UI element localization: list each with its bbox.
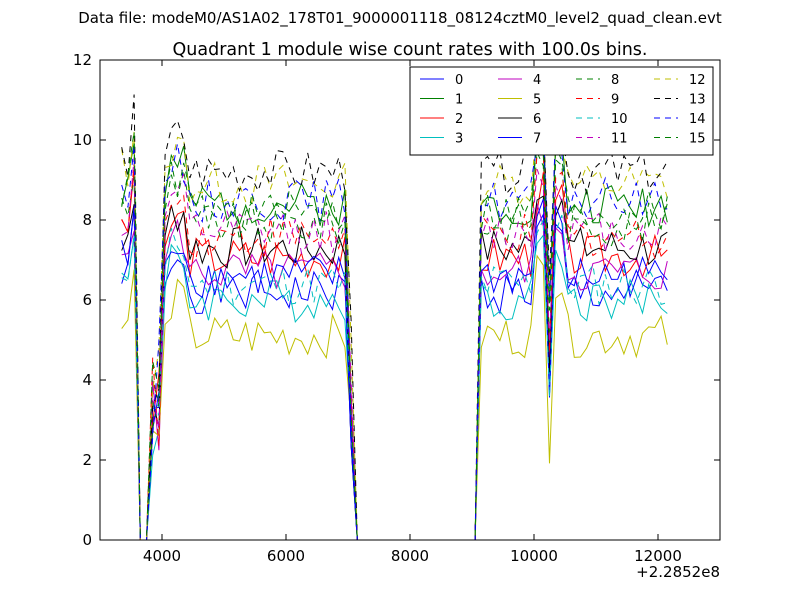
legend-label-13: 13 <box>689 93 706 108</box>
legend-label-2: 2 <box>455 112 463 127</box>
x-tick-label-4: 12000 <box>634 547 682 565</box>
legend-label-6: 6 <box>533 112 541 127</box>
legend-label-11: 11 <box>611 132 628 147</box>
chart-title: Quadrant 1 module wise count rates with … <box>173 40 648 60</box>
series-line-6 <box>121 195 668 541</box>
series-line-2 <box>121 169 668 541</box>
x-tick-label-3: 10000 <box>510 547 558 565</box>
series-line-14 <box>121 123 668 541</box>
series-line-3 <box>121 233 668 541</box>
data-file-label: Data file: modeM0/AS1A02_178T01_90000011… <box>78 9 722 27</box>
x-tick-label-2: 8000 <box>391 547 429 565</box>
legend-label-10: 10 <box>611 112 628 127</box>
y-tick-label-4: 8 <box>82 211 92 229</box>
series-line-13 <box>121 94 668 541</box>
legend-box <box>409 66 714 156</box>
y-tick-label-2: 4 <box>82 371 92 389</box>
legend-label-5: 5 <box>533 93 541 108</box>
y-tick-label-3: 6 <box>82 291 92 309</box>
legend-label-7: 7 <box>533 132 541 147</box>
series-line-5 <box>121 254 668 541</box>
legend-label-15: 15 <box>689 132 706 147</box>
series-layer <box>121 94 668 541</box>
y-tick-label-5: 10 <box>73 131 92 149</box>
x-tick-label-0: 4000 <box>143 547 181 565</box>
legend-label-4: 4 <box>533 73 541 88</box>
legend-label-0: 0 <box>455 73 463 88</box>
series-line-4 <box>121 203 668 541</box>
y-tick-label-6: 12 <box>73 51 92 69</box>
legend-label-14: 14 <box>689 112 706 127</box>
legend-label-12: 12 <box>689 73 706 88</box>
y-tick-label-1: 2 <box>82 451 92 469</box>
series-line-10 <box>121 214 668 541</box>
series-line-9 <box>121 152 668 541</box>
legend-label-1: 1 <box>455 93 463 108</box>
legend-label-9: 9 <box>611 93 619 108</box>
y-tick-label-0: 0 <box>82 531 92 549</box>
x-offset-label: +2.2852e8 <box>636 563 720 581</box>
x-tick-label-1: 6000 <box>267 547 305 565</box>
legend-label-3: 3 <box>455 132 463 147</box>
legend-label-8: 8 <box>611 73 619 88</box>
series-line-12 <box>121 108 668 541</box>
